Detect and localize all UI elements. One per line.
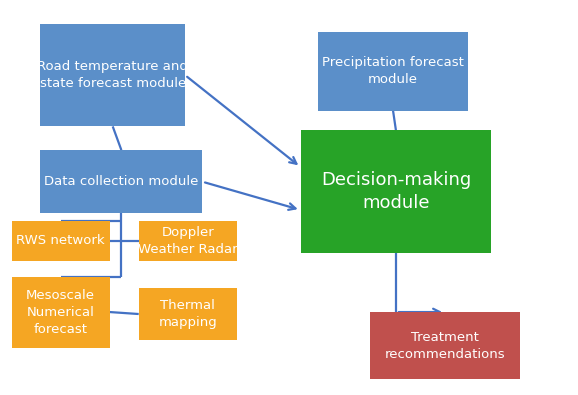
Text: Data collection module: Data collection module: [44, 175, 199, 188]
Text: Decision-making
module: Decision-making module: [321, 171, 471, 213]
Text: Doppler
Weather Radar: Doppler Weather Radar: [138, 226, 238, 256]
FancyBboxPatch shape: [370, 312, 520, 379]
Text: Thermal
mapping: Thermal mapping: [158, 299, 217, 329]
FancyBboxPatch shape: [301, 130, 491, 253]
Text: Road temperature and
state forecast module: Road temperature and state forecast modu…: [37, 60, 188, 90]
FancyBboxPatch shape: [139, 221, 237, 261]
Text: Mesoscale
Numerical
forecast: Mesoscale Numerical forecast: [26, 289, 95, 335]
FancyBboxPatch shape: [139, 288, 237, 340]
FancyBboxPatch shape: [40, 24, 185, 126]
FancyBboxPatch shape: [40, 150, 202, 213]
FancyBboxPatch shape: [12, 276, 110, 348]
Text: Precipitation forecast
module: Precipitation forecast module: [322, 56, 464, 86]
FancyBboxPatch shape: [12, 221, 110, 261]
Text: Treatment
recommendations: Treatment recommendations: [385, 331, 505, 361]
Text: RWS network: RWS network: [16, 235, 105, 247]
FancyBboxPatch shape: [318, 32, 468, 111]
